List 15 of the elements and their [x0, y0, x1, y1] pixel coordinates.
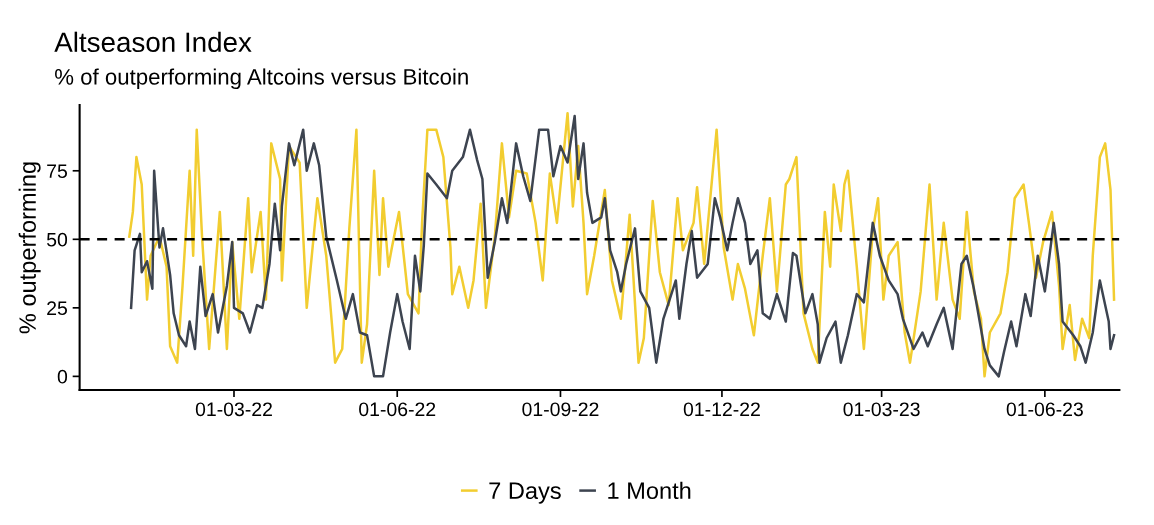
- legend-label: 1 Month: [608, 481, 691, 500]
- chart-subtitle: % of outperforming Altcoins versus Bitcoin: [55, 68, 468, 90]
- x-tick-label: 01-06-22: [359, 402, 436, 417]
- y-tick-label: 0: [57, 369, 68, 384]
- x-tick-label: 01-12-22: [683, 402, 760, 417]
- x-tick-label: 01-06-23: [1006, 402, 1083, 417]
- y-tick-label: 75: [47, 164, 68, 179]
- y-axis-title: % outperforming: [18, 162, 41, 334]
- y-tick-label: 50: [46, 232, 68, 247]
- x-tick-label: 01-03-22: [195, 402, 272, 417]
- x-tick-label: 01-03-23: [843, 402, 920, 417]
- legend-label: 7 Days: [489, 482, 561, 504]
- chart-title: Altseason Index: [54, 31, 252, 53]
- x-tick-label: 01-09-22: [522, 402, 599, 417]
- y-tick-label: 25: [47, 301, 68, 316]
